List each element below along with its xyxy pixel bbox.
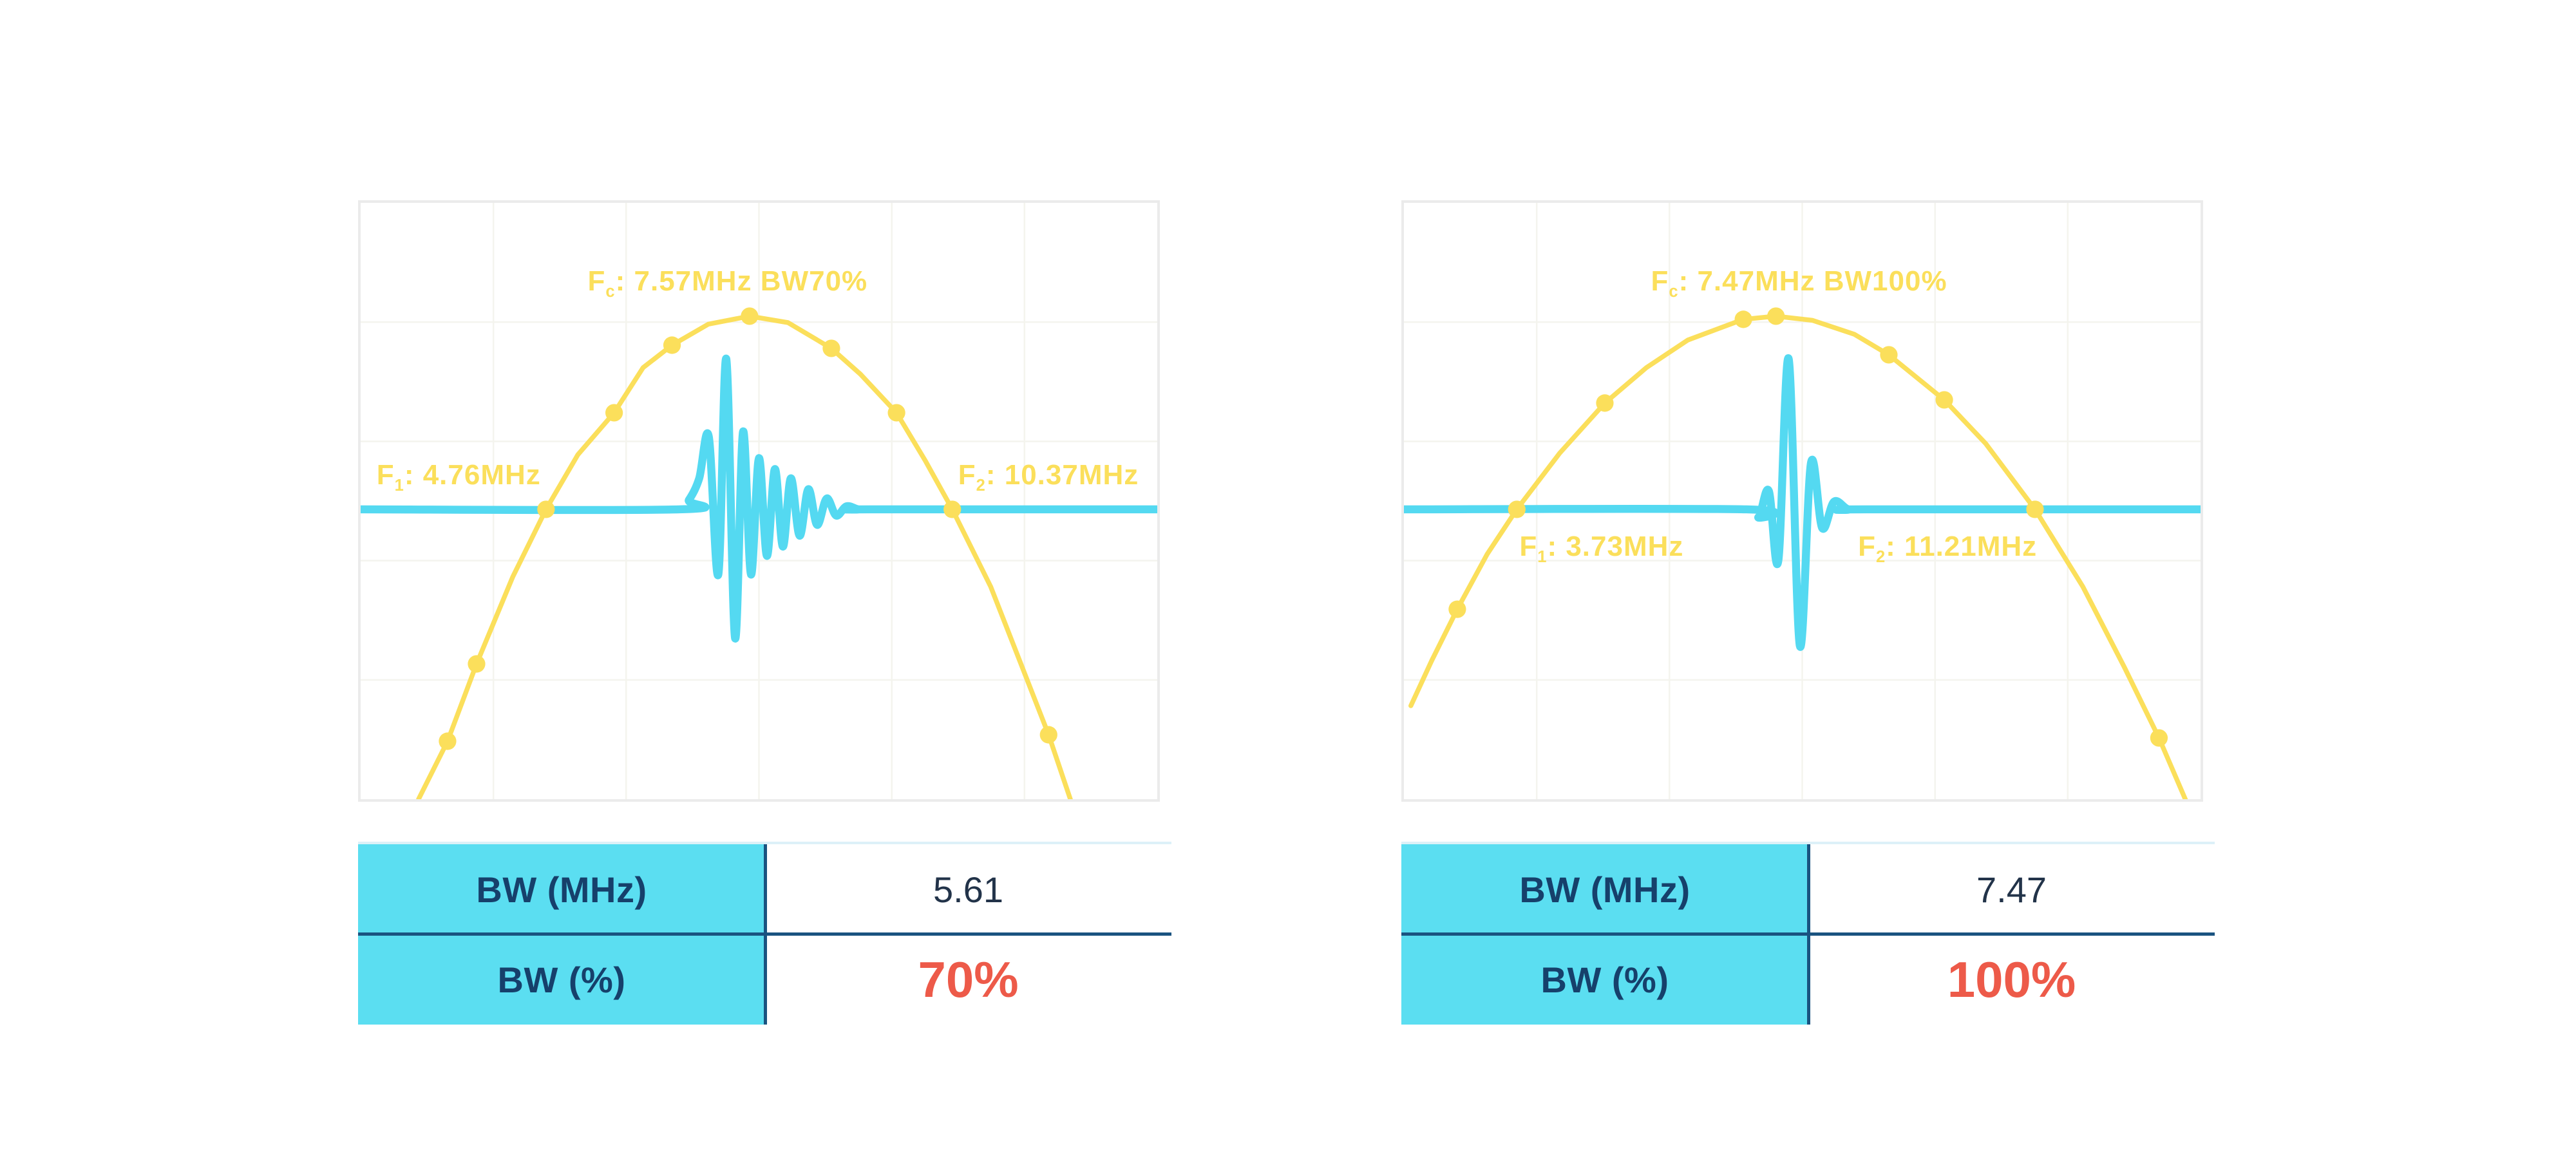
bw-mhz-value: 5.61	[933, 869, 1003, 910]
bandwidth-table: BW (MHz) 5.61 BW (%) 70%	[358, 842, 1171, 1025]
data-point-marker	[1596, 394, 1614, 412]
chart-card-bw100: Fc: 7.47MHz BW100% F1: 3.73MHz F2: 11.21MH…	[1401, 200, 2215, 1025]
spectrum-line	[416, 314, 1073, 799]
data-point-marker	[2026, 500, 2044, 518]
bw-percent-label: BW (%)	[358, 934, 765, 1025]
data-point-marker	[2150, 729, 2168, 747]
data-point-marker	[537, 500, 555, 518]
bw-mhz-label: BW (MHz)	[1401, 844, 1808, 934]
table-row: BW (MHz) 5.61	[358, 844, 1171, 934]
data-point-marker	[605, 404, 623, 422]
bandwidth-table: BW (MHz) 7.47 BW (%) 100%	[1401, 842, 2215, 1025]
data-point-marker	[822, 339, 840, 357]
data-point-marker	[1039, 726, 1057, 744]
spectrum-chart	[361, 203, 1157, 799]
table-horizontal-rule	[1401, 932, 2215, 936]
bw-mhz-value: 7.47	[1976, 869, 2047, 910]
spectrum-panel: Fc: 7.47MHz BW100% F1: 3.73MHz F2: 11.21MH…	[1401, 200, 2203, 802]
table-row: BW (%) 100%	[1401, 934, 2215, 1025]
bw-percent-value: 70%	[918, 951, 1019, 1008]
pulse-line	[361, 355, 1157, 643]
pulse-line	[1404, 354, 2201, 651]
data-point-marker	[887, 404, 905, 422]
data-point-marker	[1880, 346, 1898, 364]
spectrum-chart	[1404, 203, 2201, 799]
data-point-marker	[943, 500, 961, 518]
data-point-marker	[663, 336, 681, 354]
spectrum-panel: Fc: 7.57MHz BW70% F1: 4.76MHz F2: 10.37MHz	[358, 200, 1160, 802]
table-row: BW (%) 70%	[358, 934, 1171, 1025]
table-top-rule	[1401, 842, 2215, 844]
data-point-marker	[1448, 600, 1466, 618]
table-top-rule	[358, 842, 1171, 844]
chart-card-bw70: Fc: 7.57MHz BW70% F1: 4.76MHz F2: 10.37MHz…	[358, 200, 1171, 1025]
data-point-marker	[439, 732, 457, 750]
data-point-marker	[741, 307, 759, 325]
bw-percent-value: 100%	[1947, 951, 2076, 1008]
data-point-marker	[1734, 310, 1752, 328]
bw-mhz-label: BW (MHz)	[358, 844, 765, 934]
data-point-marker	[1767, 307, 1785, 325]
data-point-marker	[1935, 391, 1953, 409]
bw-percent-label: BW (%)	[1401, 934, 1808, 1025]
table-horizontal-rule	[358, 932, 1171, 936]
data-point-marker	[468, 655, 486, 673]
table-row: BW (MHz) 7.47	[1401, 844, 2215, 934]
data-point-marker	[1508, 500, 1526, 518]
